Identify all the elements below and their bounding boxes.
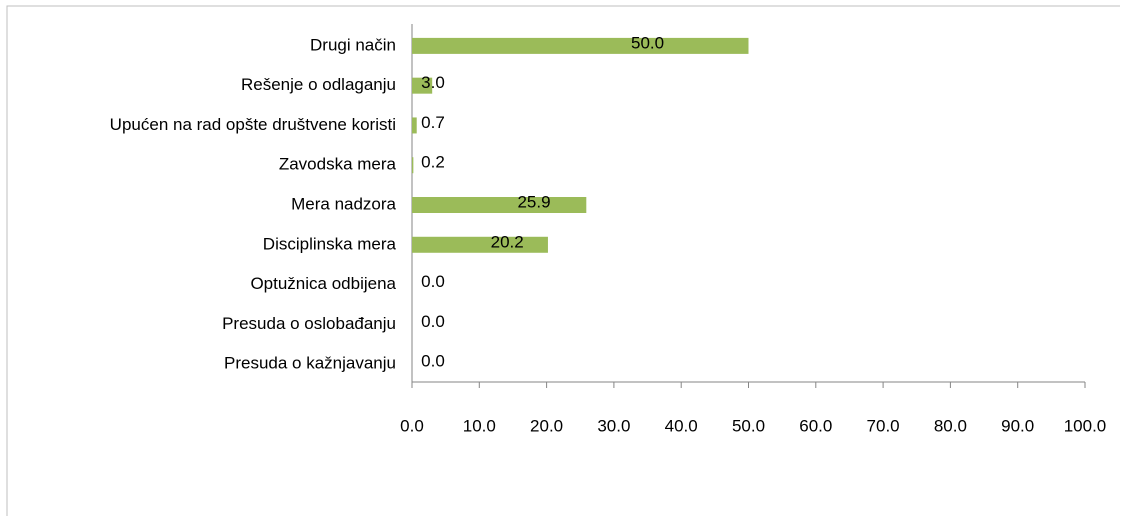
x-tick-label: 100.0: [1064, 416, 1107, 435]
data-label: 0.0: [421, 272, 445, 291]
y-tick-label: Disciplinska mera: [263, 234, 397, 253]
x-tick-label: 0.0: [400, 416, 424, 435]
data-label: 0.2: [421, 153, 445, 172]
y-tick-label: Drugi način: [310, 35, 396, 54]
data-label: 0.7: [421, 113, 445, 132]
bar: [412, 77, 433, 94]
y-tick-label: Upućen na rad opšte društvene koristi: [110, 115, 396, 134]
chart-border: [6, 5, 1120, 516]
x-tick-label: 90.0: [1001, 416, 1034, 435]
x-tick-label: 80.0: [934, 416, 967, 435]
bar: [412, 117, 417, 134]
bar: [412, 197, 587, 213]
x-tick-label: 10.0: [463, 416, 496, 435]
bar: [412, 236, 548, 253]
y-tick-label: Mera nadzora: [291, 194, 396, 213]
x-tick-label: 40.0: [665, 416, 698, 435]
x-tick-label: 50.0: [732, 416, 765, 435]
data-label: 50.0: [631, 33, 664, 52]
x-tick-label: 70.0: [867, 416, 900, 435]
y-tick-label: Optužnica odbijena: [250, 274, 396, 293]
y-tick-label: Presuda o kažnjavanju: [224, 354, 396, 373]
data-label: 25.9: [517, 192, 550, 211]
y-tick-label: Rešenje o odlaganju: [241, 75, 396, 94]
data-label: 20.2: [491, 232, 524, 251]
data-label: 3.0: [421, 73, 445, 92]
x-tick-label: 30.0: [597, 416, 630, 435]
data-label: 0.0: [421, 352, 445, 371]
x-tick-label: 20.0: [530, 416, 563, 435]
data-label: 0.0: [421, 312, 445, 331]
y-tick-label: Zavodska mera: [279, 155, 397, 174]
bar: [412, 157, 414, 174]
bar: [412, 37, 749, 54]
x-tick-label: 60.0: [799, 416, 832, 435]
y-tick-label: Presuda o oslobađanju: [222, 314, 396, 333]
